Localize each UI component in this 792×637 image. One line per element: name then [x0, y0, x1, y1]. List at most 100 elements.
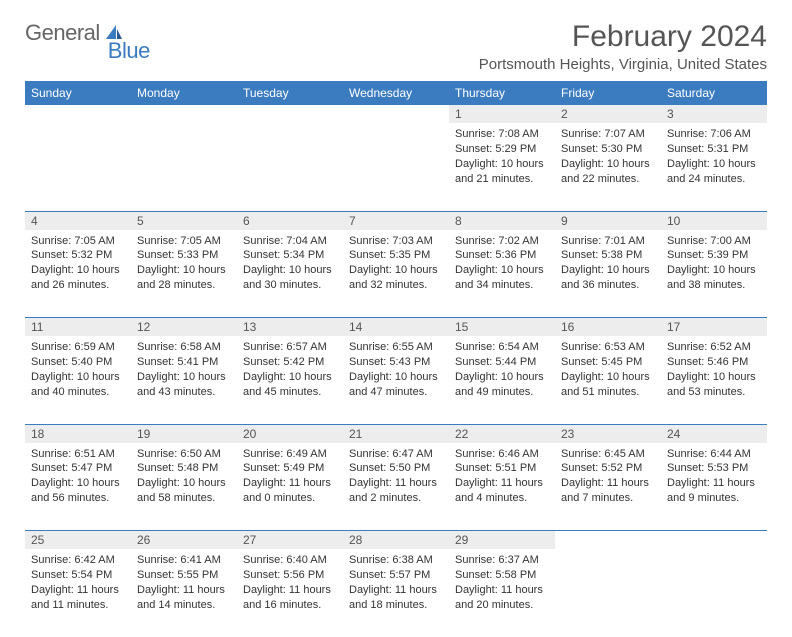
sunrise-text: Sunrise: 6:49 AM [243, 447, 337, 462]
day-cell: Sunrise: 6:54 AMSunset: 5:44 PMDaylight:… [449, 336, 555, 424]
day-cell [555, 549, 661, 637]
daylight-text: Daylight: 10 hours and 28 minutes. [137, 263, 231, 293]
day-number-cell: 1 [449, 105, 555, 123]
sunset-text: Sunset: 5:53 PM [667, 461, 761, 476]
day-details: Sunrise: 6:58 AMSunset: 5:41 PMDaylight:… [137, 340, 231, 399]
daynum-row: 123 [25, 105, 767, 123]
sunset-text: Sunset: 5:47 PM [31, 461, 125, 476]
sunset-text: Sunset: 5:48 PM [137, 461, 231, 476]
sunrise-text: Sunrise: 6:55 AM [349, 340, 443, 355]
sunrise-text: Sunrise: 7:05 AM [31, 234, 125, 249]
day-cell: Sunrise: 6:37 AMSunset: 5:58 PMDaylight:… [449, 549, 555, 637]
sunset-text: Sunset: 5:42 PM [243, 355, 337, 370]
day-cell: Sunrise: 7:04 AMSunset: 5:34 PMDaylight:… [237, 230, 343, 318]
day-cell: Sunrise: 7:08 AMSunset: 5:29 PMDaylight:… [449, 123, 555, 211]
sunrise-text: Sunrise: 7:00 AM [667, 234, 761, 249]
daynum-row: 2526272829 [25, 531, 767, 550]
daylight-text: Daylight: 10 hours and 58 minutes. [137, 476, 231, 506]
day-number-cell: 22 [449, 424, 555, 443]
day-cell: Sunrise: 6:46 AMSunset: 5:51 PMDaylight:… [449, 443, 555, 531]
day-number-cell [237, 105, 343, 123]
day-cell: Sunrise: 7:01 AMSunset: 5:38 PMDaylight:… [555, 230, 661, 318]
dayhead-tue: Tuesday [237, 81, 343, 105]
sunrise-text: Sunrise: 6:46 AM [455, 447, 549, 462]
day-number-cell: 26 [131, 531, 237, 550]
day-number-cell: 16 [555, 318, 661, 337]
daylight-text: Daylight: 10 hours and 56 minutes. [31, 476, 125, 506]
day-details: Sunrise: 6:46 AMSunset: 5:51 PMDaylight:… [455, 447, 549, 506]
day-number-cell: 14 [343, 318, 449, 337]
day-details: Sunrise: 7:05 AMSunset: 5:32 PMDaylight:… [31, 234, 125, 293]
day-details: Sunrise: 6:40 AMSunset: 5:56 PMDaylight:… [243, 553, 337, 612]
dayhead-sat: Saturday [661, 81, 767, 105]
daylight-text: Daylight: 11 hours and 9 minutes. [667, 476, 761, 506]
sunset-text: Sunset: 5:31 PM [667, 142, 761, 157]
day-details: Sunrise: 7:04 AMSunset: 5:34 PMDaylight:… [243, 234, 337, 293]
sunset-text: Sunset: 5:35 PM [349, 248, 443, 263]
day-details: Sunrise: 7:00 AMSunset: 5:39 PMDaylight:… [667, 234, 761, 293]
day-cell: Sunrise: 6:57 AMSunset: 5:42 PMDaylight:… [237, 336, 343, 424]
day-details: Sunrise: 6:45 AMSunset: 5:52 PMDaylight:… [561, 447, 655, 506]
day-cell: Sunrise: 7:07 AMSunset: 5:30 PMDaylight:… [555, 123, 661, 211]
daylight-text: Daylight: 10 hours and 45 minutes. [243, 370, 337, 400]
day-number-cell: 9 [555, 211, 661, 230]
day-cell [237, 123, 343, 211]
daylight-text: Daylight: 10 hours and 51 minutes. [561, 370, 655, 400]
sunrise-text: Sunrise: 7:04 AM [243, 234, 337, 249]
week-row: Sunrise: 7:05 AMSunset: 5:32 PMDaylight:… [25, 230, 767, 318]
day-number-cell [555, 531, 661, 550]
day-details: Sunrise: 6:59 AMSunset: 5:40 PMDaylight:… [31, 340, 125, 399]
sunrise-text: Sunrise: 6:41 AM [137, 553, 231, 568]
dayhead-thu: Thursday [449, 81, 555, 105]
day-number-cell: 4 [25, 211, 131, 230]
day-details: Sunrise: 6:37 AMSunset: 5:58 PMDaylight:… [455, 553, 549, 612]
day-cell [131, 123, 237, 211]
sunrise-text: Sunrise: 6:58 AM [137, 340, 231, 355]
day-number-cell: 29 [449, 531, 555, 550]
day-number-cell: 3 [661, 105, 767, 123]
day-number-cell: 19 [131, 424, 237, 443]
daylight-text: Daylight: 10 hours and 36 minutes. [561, 263, 655, 293]
day-cell: Sunrise: 6:45 AMSunset: 5:52 PMDaylight:… [555, 443, 661, 531]
day-number-cell [25, 105, 131, 123]
daylight-text: Daylight: 10 hours and 24 minutes. [667, 157, 761, 187]
day-number-cell: 2 [555, 105, 661, 123]
day-number-cell: 23 [555, 424, 661, 443]
location-text: Portsmouth Heights, Virginia, United Sta… [479, 56, 767, 73]
day-details: Sunrise: 6:52 AMSunset: 5:46 PMDaylight:… [667, 340, 761, 399]
sunset-text: Sunset: 5:46 PM [667, 355, 761, 370]
day-number-cell: 17 [661, 318, 767, 337]
day-cell: Sunrise: 6:49 AMSunset: 5:49 PMDaylight:… [237, 443, 343, 531]
day-cell: Sunrise: 6:47 AMSunset: 5:50 PMDaylight:… [343, 443, 449, 531]
day-details: Sunrise: 6:57 AMSunset: 5:42 PMDaylight:… [243, 340, 337, 399]
sunset-text: Sunset: 5:33 PM [137, 248, 231, 263]
day-details: Sunrise: 6:42 AMSunset: 5:54 PMDaylight:… [31, 553, 125, 612]
day-cell: Sunrise: 7:05 AMSunset: 5:32 PMDaylight:… [25, 230, 131, 318]
day-number-cell: 6 [237, 211, 343, 230]
sunrise-text: Sunrise: 6:40 AM [243, 553, 337, 568]
day-details: Sunrise: 6:50 AMSunset: 5:48 PMDaylight:… [137, 447, 231, 506]
day-cell: Sunrise: 6:59 AMSunset: 5:40 PMDaylight:… [25, 336, 131, 424]
day-details: Sunrise: 6:38 AMSunset: 5:57 PMDaylight:… [349, 553, 443, 612]
day-cell: Sunrise: 6:50 AMSunset: 5:48 PMDaylight:… [131, 443, 237, 531]
logo: General Blue [25, 20, 150, 64]
day-cell: Sunrise: 6:51 AMSunset: 5:47 PMDaylight:… [25, 443, 131, 531]
daylight-text: Daylight: 11 hours and 2 minutes. [349, 476, 443, 506]
sunrise-text: Sunrise: 7:06 AM [667, 127, 761, 142]
sunset-text: Sunset: 5:51 PM [455, 461, 549, 476]
daylight-text: Daylight: 11 hours and 14 minutes. [137, 583, 231, 613]
sunrise-text: Sunrise: 6:45 AM [561, 447, 655, 462]
day-number-cell: 18 [25, 424, 131, 443]
day-cell: Sunrise: 7:02 AMSunset: 5:36 PMDaylight:… [449, 230, 555, 318]
sunset-text: Sunset: 5:29 PM [455, 142, 549, 157]
day-number-cell [343, 105, 449, 123]
day-cell: Sunrise: 7:00 AMSunset: 5:39 PMDaylight:… [661, 230, 767, 318]
daylight-text: Daylight: 11 hours and 11 minutes. [31, 583, 125, 613]
day-cell [661, 549, 767, 637]
day-number-cell: 15 [449, 318, 555, 337]
day-cell: Sunrise: 6:40 AMSunset: 5:56 PMDaylight:… [237, 549, 343, 637]
sunset-text: Sunset: 5:40 PM [31, 355, 125, 370]
sunrise-text: Sunrise: 6:53 AM [561, 340, 655, 355]
sunrise-text: Sunrise: 7:02 AM [455, 234, 549, 249]
sunrise-text: Sunrise: 6:42 AM [31, 553, 125, 568]
